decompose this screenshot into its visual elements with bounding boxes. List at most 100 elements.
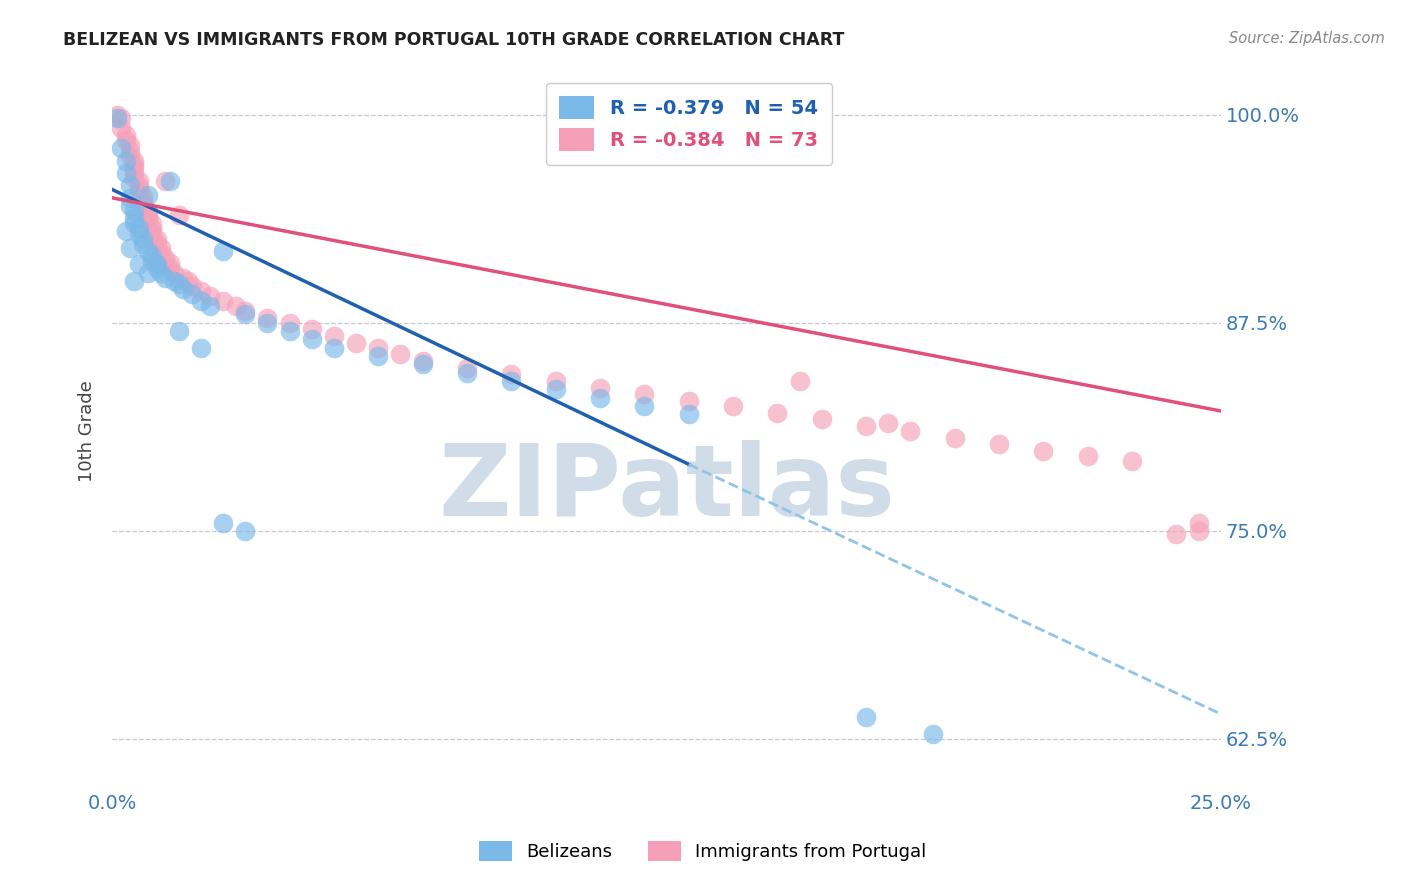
- Point: [855, 710, 877, 724]
- Legend: R = -0.379   N = 54, R = -0.384   N = 73: R = -0.379 N = 54, R = -0.384 N = 73: [546, 83, 831, 164]
- Point: [233, 524, 256, 538]
- Point: [114, 224, 136, 238]
- Point: [118, 137, 141, 152]
- Point: [136, 204, 159, 219]
- Point: [124, 211, 146, 225]
- Point: [159, 174, 181, 188]
- Point: [172, 270, 194, 285]
- Point: [301, 332, 323, 346]
- Point: [633, 399, 655, 413]
- Point: [132, 194, 155, 209]
- Point: [155, 251, 177, 265]
- Point: [212, 516, 235, 530]
- Point: [389, 347, 412, 361]
- Point: [150, 266, 173, 280]
- Point: [110, 111, 132, 125]
- Point: [114, 166, 136, 180]
- Point: [412, 357, 434, 371]
- Text: Source: ZipAtlas.com: Source: ZipAtlas.com: [1229, 31, 1385, 46]
- Point: [721, 399, 744, 413]
- Point: [124, 166, 146, 180]
- Point: [1121, 454, 1143, 468]
- Point: [124, 204, 146, 219]
- Point: [633, 387, 655, 401]
- Point: [128, 227, 150, 242]
- Point: [114, 128, 136, 142]
- Point: [167, 324, 190, 338]
- Point: [301, 322, 323, 336]
- Point: [256, 310, 278, 325]
- Point: [105, 111, 128, 125]
- Point: [367, 341, 389, 355]
- Point: [212, 294, 235, 309]
- Point: [145, 237, 167, 252]
- Point: [167, 207, 190, 221]
- Point: [181, 287, 204, 301]
- Point: [1032, 444, 1054, 458]
- Point: [132, 189, 155, 203]
- Point: [855, 419, 877, 434]
- Point: [1166, 527, 1188, 541]
- Point: [145, 260, 167, 275]
- Point: [344, 335, 367, 350]
- Point: [128, 174, 150, 188]
- Point: [145, 257, 167, 271]
- Point: [128, 184, 150, 198]
- Point: [132, 237, 155, 252]
- Point: [128, 194, 150, 209]
- Point: [988, 437, 1011, 451]
- Point: [150, 241, 173, 255]
- Point: [323, 341, 346, 355]
- Point: [114, 154, 136, 169]
- Point: [155, 174, 177, 188]
- Point: [176, 274, 198, 288]
- Point: [225, 299, 247, 313]
- Point: [155, 270, 177, 285]
- Point: [190, 284, 212, 298]
- Point: [150, 245, 173, 260]
- Point: [501, 368, 523, 382]
- Point: [114, 132, 136, 146]
- Point: [167, 277, 190, 292]
- Point: [190, 294, 212, 309]
- Point: [136, 266, 159, 280]
- Y-axis label: 10th Grade: 10th Grade: [79, 380, 96, 482]
- Text: ZIPatlas: ZIPatlas: [439, 440, 896, 537]
- Point: [141, 249, 163, 263]
- Point: [118, 241, 141, 255]
- Point: [198, 299, 221, 313]
- Point: [124, 274, 146, 288]
- Point: [132, 199, 155, 213]
- Point: [456, 366, 478, 380]
- Point: [141, 222, 163, 236]
- Point: [105, 107, 128, 121]
- Point: [412, 354, 434, 368]
- Point: [128, 220, 150, 235]
- Point: [124, 161, 146, 175]
- Point: [118, 191, 141, 205]
- Point: [233, 304, 256, 318]
- Point: [943, 431, 966, 445]
- Point: [181, 279, 204, 293]
- Point: [159, 260, 181, 275]
- Point: [233, 307, 256, 321]
- Point: [877, 416, 900, 430]
- Point: [132, 232, 155, 246]
- Point: [898, 424, 921, 438]
- Point: [190, 341, 212, 355]
- Point: [136, 244, 159, 259]
- Point: [323, 329, 346, 343]
- Point: [141, 254, 163, 268]
- Point: [766, 406, 789, 420]
- Point: [118, 178, 141, 192]
- Point: [118, 145, 141, 159]
- Point: [1187, 516, 1209, 530]
- Point: [118, 149, 141, 163]
- Point: [118, 199, 141, 213]
- Point: [110, 141, 132, 155]
- Point: [128, 257, 150, 271]
- Point: [124, 170, 146, 185]
- Point: [501, 374, 523, 388]
- Point: [212, 244, 235, 259]
- Text: BELIZEAN VS IMMIGRANTS FROM PORTUGAL 10TH GRADE CORRELATION CHART: BELIZEAN VS IMMIGRANTS FROM PORTUGAL 10T…: [63, 31, 845, 49]
